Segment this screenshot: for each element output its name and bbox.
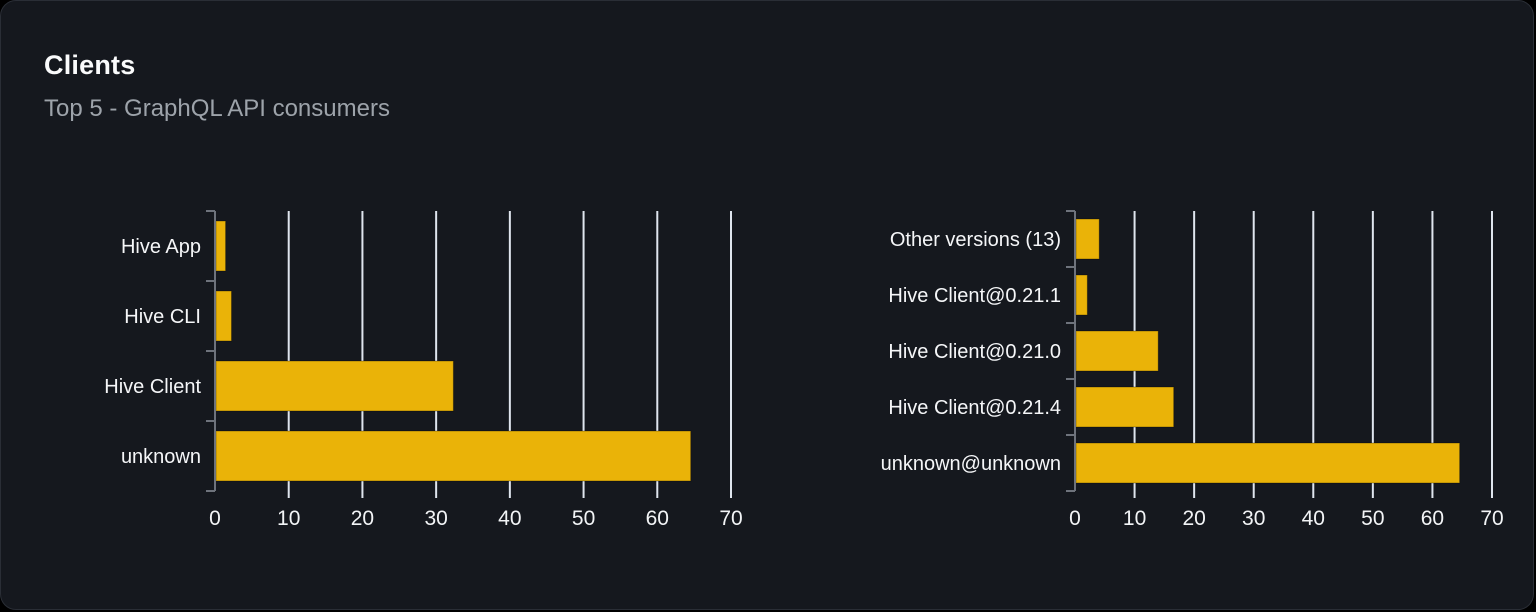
- category-label: Hive Client@0.21.1: [888, 285, 1061, 307]
- x-tick-label: 0: [1069, 507, 1081, 530]
- bar[interactable]: [215, 220, 227, 272]
- card-header: Clients Top 5 - GraphQL API consumers: [44, 49, 390, 124]
- x-tick-label: 10: [1123, 507, 1146, 530]
- x-tick-label: 10: [277, 507, 300, 530]
- x-tick-label: 70: [1480, 507, 1503, 530]
- card-title: Clients: [44, 50, 136, 80]
- card-subtitle: Top 5 - GraphQL API consumers: [44, 95, 390, 123]
- bar[interactable]: [215, 360, 454, 412]
- x-tick-label: 20: [351, 507, 374, 530]
- x-tick-label: 20: [1182, 507, 1205, 530]
- bar[interactable]: [1075, 274, 1088, 316]
- category-label: Hive Client@0.21.4: [888, 397, 1061, 419]
- x-tick-label: 60: [646, 507, 669, 530]
- category-label: Hive CLI: [124, 306, 201, 328]
- x-tick-label: 40: [1302, 507, 1325, 530]
- bar[interactable]: [1075, 330, 1159, 372]
- bar[interactable]: [1075, 442, 1461, 484]
- x-tick-label: 50: [572, 507, 595, 530]
- bar[interactable]: [215, 430, 692, 482]
- category-label: Other versions (13): [890, 229, 1061, 251]
- category-label: Hive Client@0.21.0: [888, 341, 1061, 363]
- category-label: Hive App: [121, 236, 201, 258]
- x-tick-label: 0: [209, 507, 221, 530]
- x-tick-label: 30: [424, 507, 447, 530]
- category-label: unknown: [121, 446, 201, 468]
- x-tick-label: 70: [719, 507, 742, 530]
- bar[interactable]: [1075, 218, 1100, 260]
- x-tick-label: 40: [498, 507, 521, 530]
- x-tick-label: 50: [1361, 507, 1384, 530]
- bar[interactable]: [215, 290, 232, 342]
- x-tick-label: 30: [1242, 507, 1265, 530]
- clients-by-name-chart: Hive App Hive CLI Hive Client unknown 0 10 20 3…: [104, 210, 743, 530]
- clients-by-version-chart: Other versions (13) Hive Client@0.21.1 Hiv…: [881, 210, 1504, 530]
- category-label: Hive Client: [104, 376, 201, 398]
- bar[interactable]: [1075, 386, 1175, 428]
- category-label: unknown@unknown: [881, 453, 1061, 475]
- x-tick-label: 60: [1421, 507, 1444, 530]
